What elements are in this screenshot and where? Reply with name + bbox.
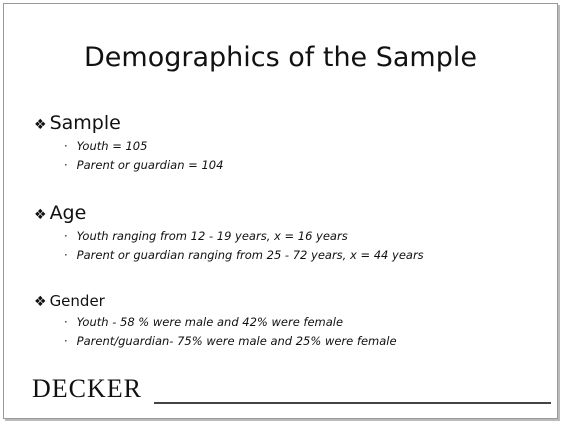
bullet: · Youth - 58 % were male and 42% were fem…	[64, 315, 397, 329]
bullet-icon: ❖	[34, 294, 47, 310]
bullet-dot: ·	[64, 334, 68, 348]
heading-text: Sample	[49, 112, 121, 134]
bullet-text: Parent or guardian ranging from 25 - 72 …	[76, 248, 424, 262]
footer-line	[154, 402, 551, 404]
heading-text: Age	[49, 202, 87, 224]
bullet: · Parent or guardian ranging from 25 - 72…	[64, 248, 424, 262]
bullet: · Parent/guardian- 75% were male and 25% …	[64, 334, 397, 348]
bullet-text: Youth - 58 % were male and 42% were fema…	[76, 315, 344, 329]
slide: Demographics of the Sample ❖ Sample · Youth…	[3, 3, 558, 419]
section-heading: ❖ Age	[34, 202, 424, 224]
bullet-text: Parent/guardian- 75% were male and 25% w…	[76, 334, 397, 348]
section: ❖ Sample · Youth = 105 · Parent or guardian =…	[34, 112, 223, 172]
bullet-dot: ·	[64, 139, 68, 153]
bullet-text: Youth ranging from 12 - 19 years, x = 16…	[76, 229, 348, 243]
bullet-text: Youth = 105	[76, 139, 148, 153]
bullet: · Youth = 105	[64, 139, 223, 153]
bullet-icon: ❖	[34, 207, 47, 223]
bullet-dot: ·	[64, 229, 68, 243]
section-heading: ❖ Sample	[34, 112, 223, 134]
logo: DECKER	[32, 374, 142, 403]
slide-title: Demographics of the Sample	[84, 42, 477, 73]
bullet-icon: ❖	[34, 117, 47, 133]
bullet-text: Parent or guardian = 104	[76, 158, 224, 172]
section: ❖ Gender · Youth - 58 % were male and 42% w…	[34, 292, 397, 348]
heading-text: Gender	[49, 292, 105, 310]
bullet-dot: ·	[64, 248, 68, 262]
bullet: · Youth ranging from 12 - 19 years, x = 1…	[64, 229, 424, 243]
page: Demographics of the Sample ❖ Sample · Youth…	[0, 3, 563, 427]
section: ❖ Age · Youth ranging from 12 - 19 years, x…	[34, 202, 424, 262]
bullet-dot: ·	[64, 315, 68, 329]
section-heading: ❖ Gender	[34, 292, 397, 310]
bullet: · Parent or guardian = 104	[64, 158, 223, 172]
bullet-dot: ·	[64, 158, 68, 172]
